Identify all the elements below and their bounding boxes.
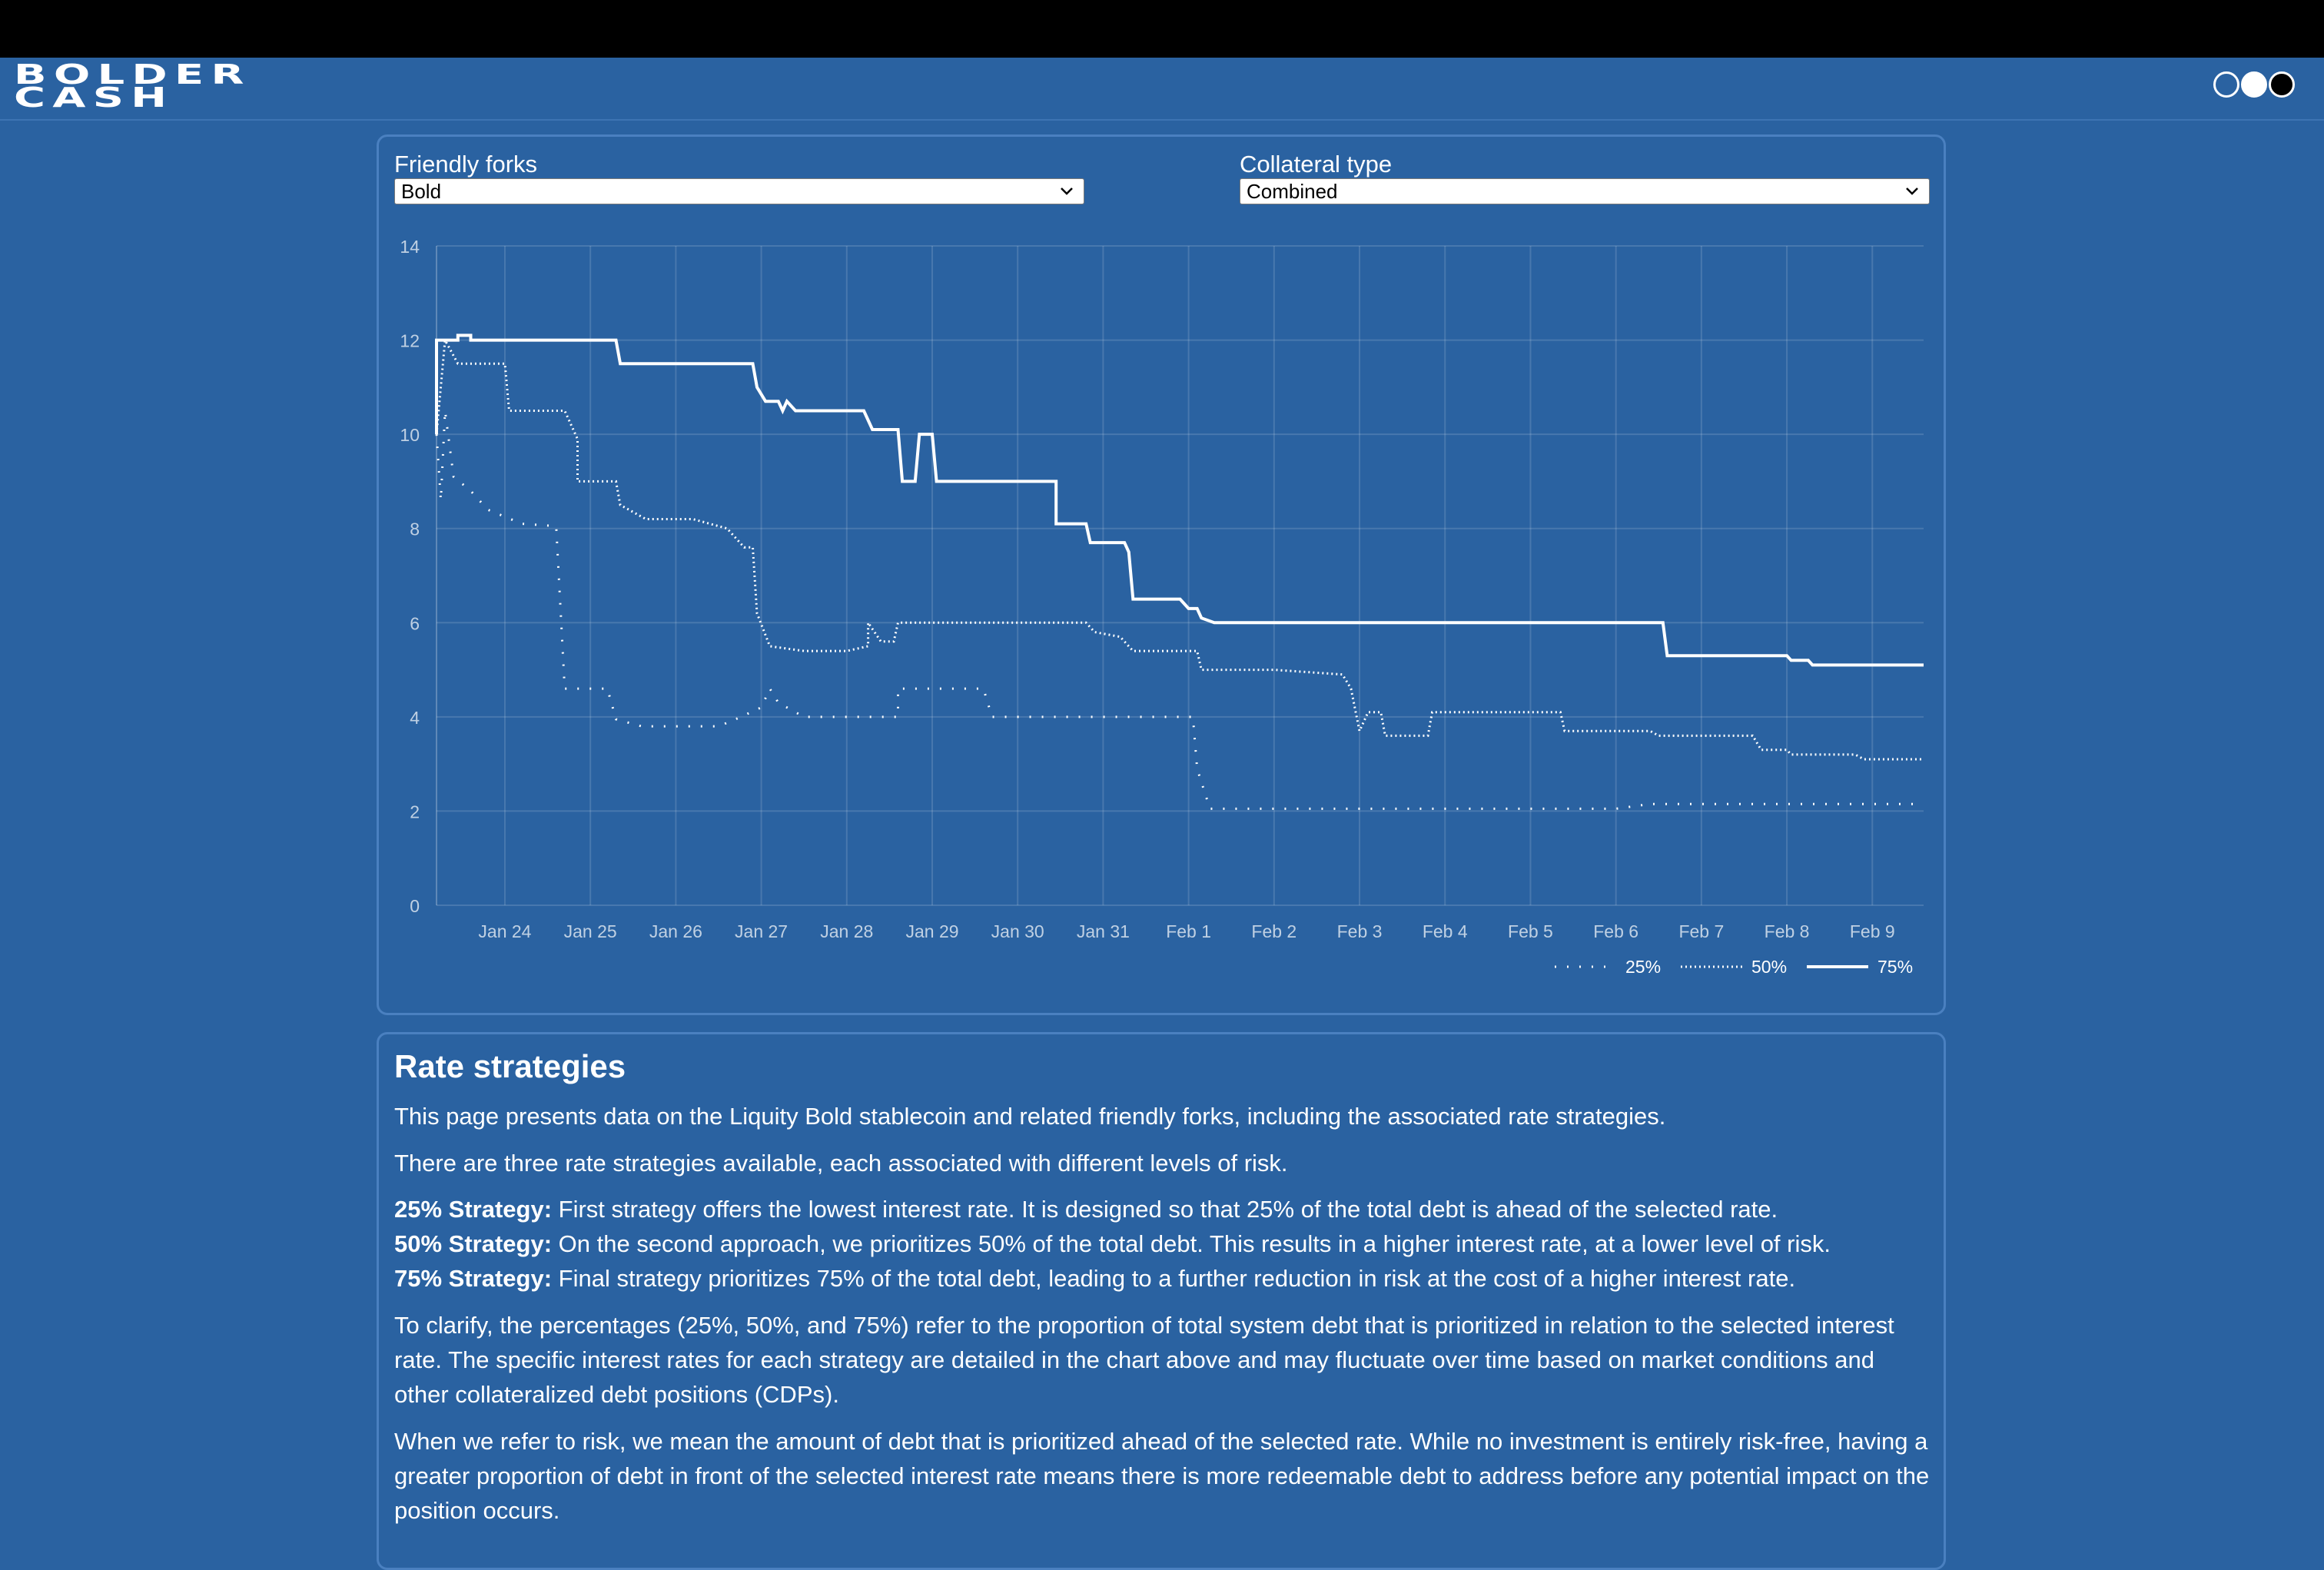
collateral-label: Collateral type: [1240, 151, 1393, 178]
x-tick-label: Jan 30: [991, 921, 1044, 941]
x-tick-label: Feb 8: [1765, 921, 1810, 941]
x-tick-label: Jan 26: [649, 921, 702, 941]
series-line-50pct: [435, 336, 1924, 761]
legend-label: 25%: [1625, 957, 1661, 977]
strategy-75: 75% Strategy: Final strategy prioritizes…: [394, 1261, 1931, 1296]
x-tick-label: Feb 2: [1251, 921, 1296, 941]
y-tick-label: 10: [400, 425, 420, 445]
x-tick-label: Jan 24: [478, 921, 531, 941]
x-tick-label: Feb 7: [1678, 921, 1724, 941]
collateral-select-value: Combined: [1247, 180, 1338, 203]
strategy-text: Final strategy prioritizes 75% of the to…: [552, 1265, 1796, 1292]
site-header: BOLDER CASH: [0, 58, 2324, 121]
x-tick-label: Feb 3: [1337, 921, 1383, 941]
y-tick-label: 0: [410, 896, 420, 916]
forks-select-value: Bold: [401, 180, 442, 203]
x-tick-label: Feb 9: [1850, 921, 1895, 941]
strategy-list: 25% Strategy: First strategy offers the …: [394, 1192, 1931, 1296]
logo-line-1: BOLDER: [14, 59, 251, 91]
dark-theme-icon[interactable]: [2269, 71, 2295, 98]
x-tick-label: Jan 29: [905, 921, 958, 941]
y-tick-label: 14: [400, 237, 420, 257]
legend-label: 75%: [1877, 957, 1913, 977]
blue-theme-icon[interactable]: [2213, 71, 2239, 98]
rate-chart: 0 2 4 6 8 10 12 14 Jan 24 Jan 25 Jan 26 Jan 27 Jan 2…: [400, 237, 1924, 977]
bolder-cash-logo[interactable]: BOLDER CASH: [14, 61, 252, 113]
strategy-label: 25% Strategy:: [394, 1196, 553, 1223]
logo-line-2: CASH: [14, 82, 174, 114]
series-line-25pct: [435, 410, 1924, 810]
window-top-bar: [0, 0, 2324, 58]
risk-paragraph: When we refer to risk, we mean the amoun…: [394, 1428, 1930, 1524]
y-tick-label: 6: [410, 613, 420, 633]
chevron-down-icon: [1061, 188, 1073, 195]
light-theme-icon[interactable]: [2241, 71, 2267, 98]
y-tick-label: 4: [410, 708, 420, 728]
x-tick-label: Feb 6: [1593, 921, 1638, 941]
chart-panel: Friendly forks Bold Collateral type Comb…: [377, 134, 1946, 1015]
x-tick-label: Feb 4: [1423, 921, 1468, 941]
forks-label: Friendly forks: [394, 151, 538, 178]
strategy-text: First strategy offers the lowest interes…: [552, 1196, 1778, 1223]
collateral-select[interactable]: Combined: [1240, 178, 1930, 204]
rate-strategies-panel: Rate strategies This page presents data …: [377, 1032, 1946, 1570]
x-tick-label: Jan 31: [1077, 921, 1130, 941]
strategy-text: On the second approach, we prioritizes 5…: [552, 1230, 1831, 1257]
strategy-label: 75% Strategy:: [394, 1265, 553, 1292]
y-tick-label: 8: [410, 519, 420, 539]
x-tick-label: Feb 5: [1508, 921, 1553, 941]
y-tick-label: 12: [400, 331, 420, 351]
series-line-75pct: [435, 334, 1924, 667]
strategy-50: 50% Strategy: On the second approach, we…: [394, 1226, 1931, 1261]
x-tick-label: Jan 27: [735, 921, 788, 941]
y-tick-label: 2: [410, 802, 420, 822]
legend-label: 50%: [1751, 957, 1787, 977]
three-strategies-paragraph: There are three rate strategies availabl…: [394, 1150, 1288, 1177]
clarify-paragraph: To clarify, the percentages (25%, 50%, a…: [394, 1312, 1894, 1408]
x-tick-label: Jan 28: [820, 921, 873, 941]
forks-select[interactable]: Bold: [394, 178, 1084, 204]
rate-strategies-title: Rate strategies: [394, 1048, 626, 1084]
theme-switcher: [2213, 71, 2306, 102]
strategy-label: 50% Strategy:: [394, 1230, 553, 1257]
chevron-down-icon: [1906, 188, 1918, 195]
strategy-25: 25% Strategy: First strategy offers the …: [394, 1192, 1931, 1226]
x-tick-label: Feb 1: [1166, 921, 1211, 941]
x-tick-label: Jan 25: [564, 921, 617, 941]
intro-paragraph: This page presents data on the Liquity B…: [394, 1103, 1666, 1130]
